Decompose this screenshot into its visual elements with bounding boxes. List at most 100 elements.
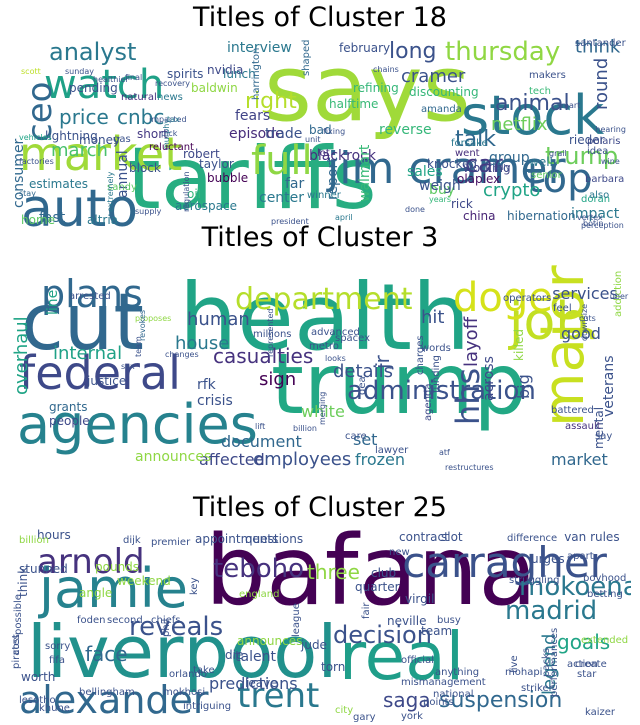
word-sorry: sorry: [45, 641, 70, 652]
word-virgil: virgil: [405, 592, 434, 606]
word-spacex: spacex: [335, 333, 370, 344]
word-millions: millions: [253, 329, 292, 340]
word-makers: makers: [529, 70, 566, 81]
word-charges: charges: [415, 335, 426, 375]
word-goals: goals: [557, 630, 610, 654]
word-bad: bad: [309, 123, 332, 137]
word-recovery: recovery: [155, 79, 190, 88]
word-killed: killed: [512, 329, 526, 361]
word-dea: dea: [357, 376, 368, 395]
word-netflix: netflix: [491, 114, 548, 135]
word-talk: talk: [455, 127, 496, 152]
word-plans: plans: [41, 272, 143, 316]
word-forsake: forsake: [451, 138, 488, 149]
word-good: good: [561, 324, 601, 343]
word-regulation: regulation: [182, 171, 191, 212]
word-busy: busy: [437, 615, 461, 626]
word-merging: merging: [318, 392, 327, 425]
word-robert: robert: [183, 147, 220, 161]
word-far: far: [285, 176, 305, 192]
word-downsize: downsize: [580, 304, 589, 341]
word-cloud-18: says tariffs jim cramer auto stock market watc…: [9, 38, 631, 234]
word-scott: scott: [21, 67, 41, 76]
word-trump: trump: [545, 142, 618, 170]
word-lawyer: lawyer: [375, 445, 409, 456]
word-club: club: [371, 566, 396, 580]
word-big: big: [514, 374, 533, 399]
word-spirits: spirits: [167, 67, 203, 81]
word-york: york: [401, 711, 423, 722]
word-money: money: [79, 133, 120, 147]
word-taylor: taylor: [199, 157, 234, 171]
word-teboho: teboho: [213, 554, 304, 584]
word-veterans: veterans: [601, 355, 617, 417]
word-march: march: [51, 140, 108, 161]
word-winner: winner: [307, 190, 342, 201]
word-appointments: appointments: [195, 532, 278, 546]
word-questions: questions: [245, 532, 303, 546]
word-addiction: addiction: [613, 271, 624, 317]
word-idea: idea: [587, 146, 608, 157]
word-rieder: rieder: [569, 133, 605, 147]
word-premier: premier: [151, 537, 191, 548]
word-pending: pending: [69, 81, 118, 95]
word-care: care: [345, 431, 367, 442]
word-tech: tech: [529, 86, 551, 97]
word-vertex: vertex: [577, 213, 603, 222]
word-urges: urges: [531, 552, 565, 566]
word-short: short: [137, 127, 168, 141]
word-crypto: crypto: [483, 180, 540, 201]
word-casualties: casualties: [213, 344, 313, 368]
word-league: league: [291, 603, 302, 637]
word-rfk: rfk: [197, 377, 217, 393]
word-human: human: [187, 309, 250, 330]
word-predictions: predictions: [209, 674, 298, 693]
word-hibernation: hibernation: [507, 209, 576, 223]
word-grants: grants: [49, 400, 87, 414]
word-center: center: [259, 190, 304, 206]
word-job: job: [508, 292, 588, 352]
word-jamie: jamie: [38, 557, 188, 620]
word-lot: lot: [317, 148, 330, 159]
word-market: market: [551, 450, 608, 469]
word-car: car: [465, 150, 503, 178]
word-watch: watch: [44, 62, 164, 108]
word-anything: anything: [435, 667, 479, 678]
word-england: england: [239, 589, 279, 600]
word-battered: battered: [551, 405, 594, 416]
word-rally: rally: [493, 163, 511, 172]
word-cnbc: cnbc: [117, 105, 164, 129]
word-full: full: [251, 138, 313, 184]
word-kaizer: kaizer: [585, 707, 616, 718]
word-arnold: arnold: [37, 542, 145, 582]
word-leave: leave: [245, 676, 278, 690]
word-torn: torn: [321, 660, 345, 674]
word-buy: buy: [429, 182, 455, 198]
word-orlando: orlando: [169, 669, 207, 680]
word-senior: senior: [531, 170, 563, 181]
word-walmart: walmart: [357, 144, 373, 202]
word-madrid: madrid: [505, 596, 597, 626]
word-feel: feel: [553, 303, 572, 314]
word-stock: stock: [461, 84, 605, 147]
word-long: long: [389, 39, 436, 64]
word-blackrock: blackrock: [309, 148, 377, 164]
word-factories: factories: [19, 157, 54, 166]
word-shaped: shaped: [301, 39, 312, 76]
word-baldwin: baldwin: [191, 81, 238, 95]
word-layoff: layoff: [461, 316, 482, 367]
word-knocked: knocked: [427, 157, 477, 171]
word-barbara: barbara: [585, 174, 624, 185]
word-gas: gas: [113, 134, 131, 145]
word-february: february: [339, 41, 390, 55]
word-decision: decision: [333, 621, 432, 649]
word-restructures: restructures: [445, 463, 494, 472]
word-stay: stay: [19, 189, 36, 198]
word-supply: supply: [135, 207, 162, 216]
word-sales: sales: [407, 164, 443, 180]
word-cut: cut: [21, 278, 144, 368]
word-key: key: [189, 577, 200, 595]
word-jude: jude: [300, 638, 327, 652]
